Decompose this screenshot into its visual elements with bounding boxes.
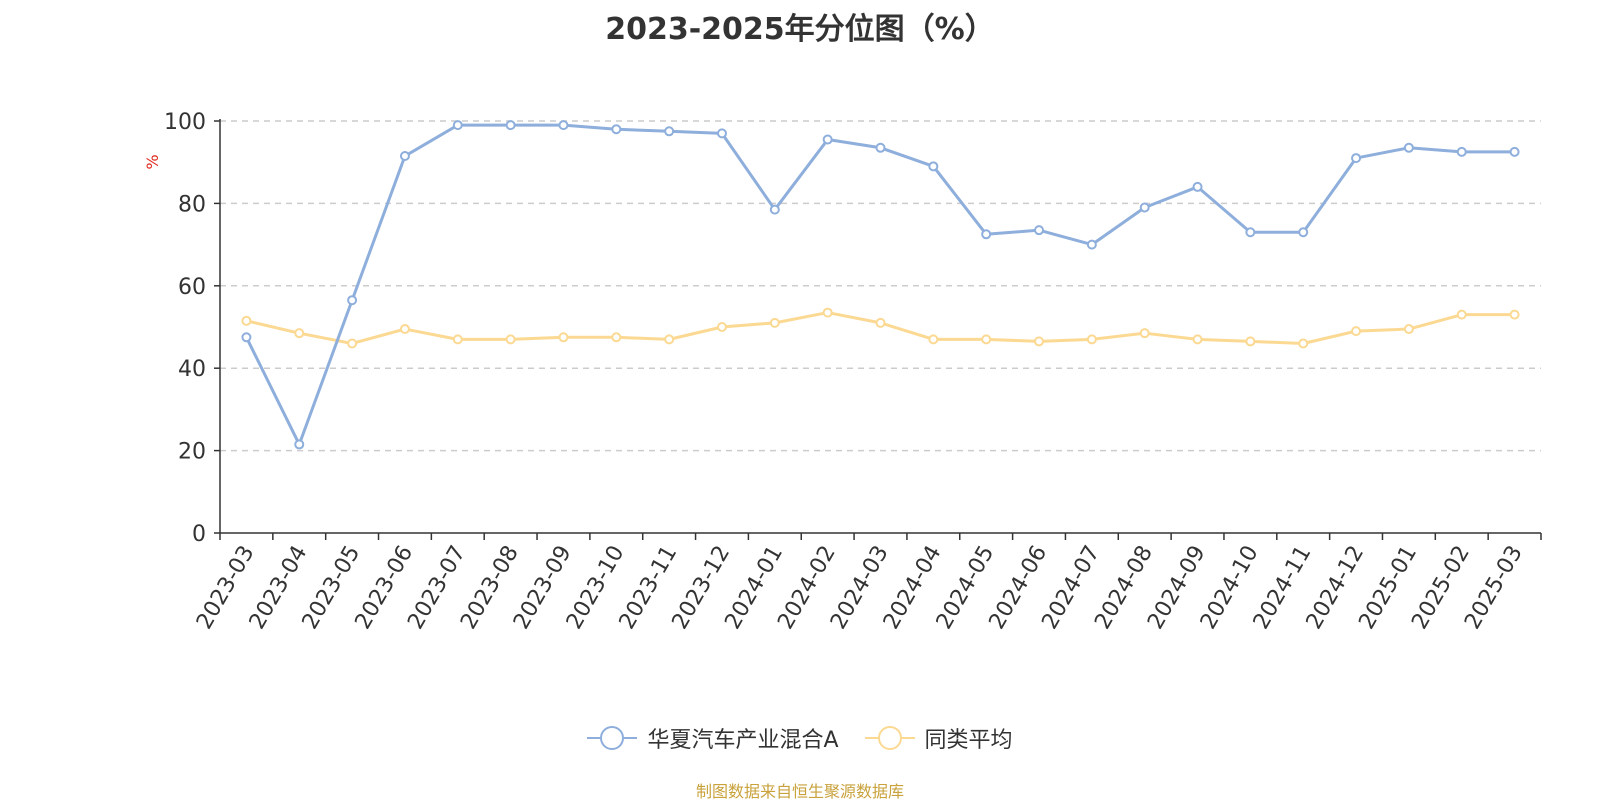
data-point-series-0[interactable] [928,161,939,172]
data-point-series-0[interactable] [241,332,252,343]
data-point-series-0[interactable] [769,204,780,215]
axes [214,119,1542,540]
legend-item-series-1[interactable]: 同类平均 [864,722,1013,754]
data-point-series-0[interactable] [399,151,410,162]
data-point-series-0[interactable] [611,124,622,135]
data-point-series-1[interactable] [1139,328,1150,339]
data-point-series-1[interactable] [1403,324,1414,335]
data-point-series-1[interactable] [822,307,833,318]
legend-label-series-0: 华夏汽车产业混合A [647,728,839,753]
data-point-series-0[interactable] [452,120,463,131]
data-point-series-0[interactable] [1192,181,1203,192]
data-point-series-0[interactable] [558,120,569,131]
data-point-series-1[interactable] [981,334,992,345]
data-point-series-1[interactable] [875,317,886,328]
data-point-series-1[interactable] [241,315,252,326]
data-point-series-0[interactable] [1086,239,1097,250]
y-tick-label: 0 [192,522,206,547]
data-point-series-1[interactable] [558,332,569,343]
x-tick-labels: 2023-032023-042023-052023-062023-072023-… [192,541,1528,633]
data-point-series-0[interactable] [1403,142,1414,153]
data-point-series-1[interactable] [294,328,305,339]
data-point-series-0[interactable] [1139,202,1150,213]
data-point-series-1[interactable] [1298,338,1309,349]
legend: 华夏汽车产业混合A 同类平均 [0,722,1600,754]
y-tick-label: 20 [178,440,206,465]
data-point-series-0[interactable] [505,120,516,131]
data-point-series-1[interactable] [1456,309,1467,320]
data-point-series-1[interactable] [1509,309,1520,320]
legend-item-series-0[interactable]: 华夏汽车产业混合A [587,722,839,754]
data-point-series-1[interactable] [452,334,463,345]
series-group [241,120,1520,450]
y-tick-label: 40 [178,357,206,382]
grid-lines [220,120,1541,452]
data-point-series-0[interactable] [1456,146,1467,157]
data-source-footer: 制图数据来自恒生聚源数据库 [695,782,904,801]
data-point-series-0[interactable] [1034,225,1045,236]
data-point-series-1[interactable] [664,334,675,345]
legend-marker-icon [864,726,915,750]
data-point-series-1[interactable] [505,334,516,345]
data-point-series-1[interactable] [1192,334,1203,345]
data-point-series-1[interactable] [399,324,410,335]
legend-marker-icon [587,726,638,750]
data-point-series-1[interactable] [611,332,622,343]
data-point-series-0[interactable] [1351,153,1362,164]
data-point-series-0[interactable] [1298,227,1309,238]
data-point-series-0[interactable] [822,134,833,145]
chart-title: 2023-2025年分位图（%） [605,12,995,47]
data-point-series-1[interactable] [1245,336,1256,347]
series-line-1 [246,311,1515,345]
data-point-series-1[interactable] [928,334,939,345]
data-point-series-0[interactable] [981,229,992,240]
data-point-series-0[interactable] [294,439,305,450]
data-point-series-1[interactable] [347,338,358,349]
data-point-series-1[interactable] [1351,326,1362,337]
data-point-series-0[interactable] [347,295,358,306]
data-point-series-0[interactable] [716,128,727,139]
data-point-series-1[interactable] [769,317,780,328]
y-tick-labels: 0 20 40 60 80 100 [164,110,206,547]
y-tick-label: 60 [178,275,206,300]
data-point-series-0[interactable] [875,142,886,153]
series-line-0 [245,123,1515,446]
data-point-series-1[interactable] [1086,334,1097,345]
data-point-series-0[interactable] [664,126,675,137]
legend-label-series-1: 同类平均 [924,728,1013,753]
y-axis-label: % [143,154,162,169]
data-point-series-1[interactable] [716,322,727,332]
y-tick-label: 80 [178,192,206,217]
data-point-series-0[interactable] [1509,146,1520,157]
y-tick-label: 100 [164,110,206,135]
data-point-series-1[interactable] [1034,336,1045,347]
data-point-series-0[interactable] [1245,227,1256,238]
